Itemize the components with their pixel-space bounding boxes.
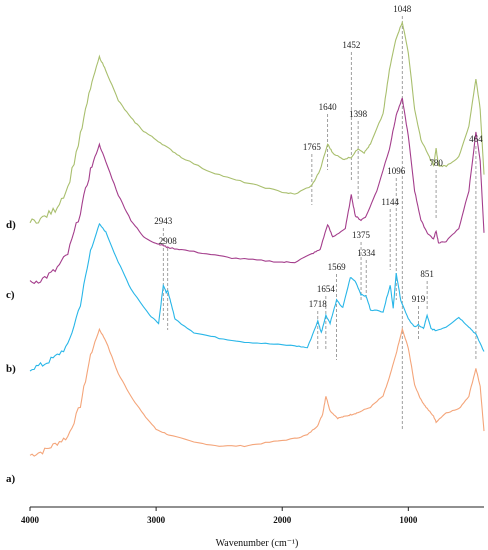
annotation-label-1452: 1452	[342, 40, 360, 50]
x-axis-title: Wavenumber (cm⁻¹)	[216, 538, 299, 549]
annotation-label-1375: 1375	[352, 230, 371, 240]
annotation-labels: 1048 1452 1640 1398 464 1765 780 1096 1144 2943 29…	[154, 4, 483, 309]
annotation-label-919: 919	[412, 294, 426, 304]
annotation-label-1765: 1765	[303, 142, 322, 152]
annotation-label-1096: 1096	[387, 166, 406, 176]
annotation-label-2943: 2943	[154, 216, 173, 226]
trace-label-a: a)	[6, 473, 16, 485]
series-line-a	[29, 327, 485, 457]
annotation-label-1654: 1654	[317, 284, 336, 294]
annotation-label-1048: 1048	[393, 4, 412, 14]
x-tick-label-4000: 4000	[21, 515, 40, 525]
series-line-c	[29, 97, 485, 285]
annotation-label-2908: 2908	[159, 236, 178, 246]
trace-labels: a) b) c) d)	[6, 219, 16, 485]
x-tick-label-1000: 1000	[399, 515, 418, 525]
series-lines	[29, 20, 485, 457]
annotation-label-464: 464	[469, 134, 483, 144]
annotation-label-1144: 1144	[381, 197, 399, 207]
annotation-label-1569: 1569	[328, 262, 347, 272]
annotation-label-851: 851	[420, 269, 434, 279]
trace-label-b: b)	[6, 363, 16, 375]
annotation-lines	[162, 16, 477, 430]
annotation-label-1398: 1398	[349, 109, 368, 119]
x-tick-label-2000: 2000	[273, 515, 292, 525]
x-axis-ticks: 4000 3000 2000 1000	[21, 507, 418, 525]
series-line-b	[29, 222, 485, 372]
series-line-d	[29, 20, 485, 224]
trace-label-c: c)	[6, 289, 15, 301]
annotation-label-1640: 1640	[319, 102, 338, 112]
annotation-label-1334: 1334	[357, 248, 376, 258]
annotation-label-780: 780	[429, 158, 443, 168]
annotation-label-1718: 1718	[309, 299, 328, 309]
x-tick-label-3000: 3000	[147, 515, 166, 525]
trace-label-d: d)	[6, 219, 16, 231]
